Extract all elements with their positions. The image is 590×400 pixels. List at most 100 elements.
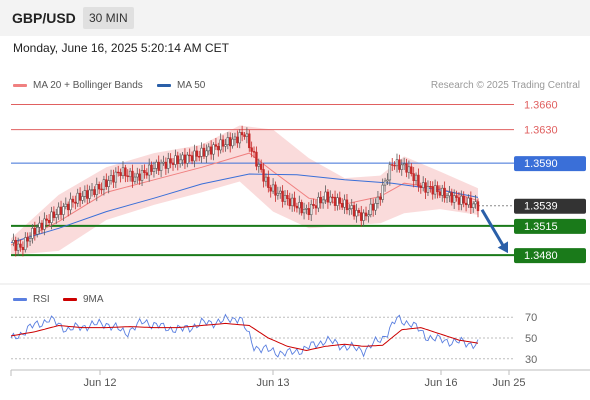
ma50-line — [10, 173, 479, 243]
candle-body — [200, 147, 203, 157]
candle-body — [262, 169, 265, 182]
candle-body — [12, 239, 15, 243]
candle-body — [217, 146, 220, 151]
level-tag-1.3539 — [514, 198, 586, 214]
candle-body — [438, 191, 442, 196]
candle-body — [140, 170, 144, 181]
candle-body — [476, 201, 480, 212]
rsi-tick-label: 30 — [525, 354, 537, 366]
candle-body — [298, 202, 301, 209]
candle-body — [352, 205, 356, 217]
candle-body — [105, 179, 108, 187]
candle-body — [88, 189, 91, 199]
candle-body — [174, 155, 177, 165]
candle-body — [381, 184, 384, 200]
candle-body — [193, 150, 196, 162]
level-label-1.3515: 1.3515 — [524, 221, 558, 233]
candle-body — [383, 180, 387, 186]
candle-body — [81, 196, 84, 201]
candle-body — [319, 196, 322, 204]
candle-body — [333, 196, 337, 206]
candle-body — [290, 197, 294, 207]
candle-body — [350, 205, 353, 209]
candle-body — [250, 147, 253, 152]
candle-body — [112, 175, 115, 183]
candle-body — [183, 154, 187, 164]
symbol-title: GBP/USD — [12, 10, 76, 26]
candle-body — [202, 147, 206, 157]
candle-body — [143, 170, 146, 173]
candle-body — [55, 214, 58, 218]
candle-body — [443, 187, 446, 199]
candle-body — [245, 133, 249, 137]
candle-body — [97, 184, 101, 190]
candle-body — [369, 203, 372, 215]
candle-body — [36, 226, 39, 235]
legend-ma-bb-swatch — [13, 83, 27, 87]
candle-body — [145, 172, 149, 176]
candle-body — [324, 191, 327, 201]
interval-button[interactable]: 30 MIN — [83, 7, 134, 29]
candle-body — [445, 195, 449, 199]
candle-body — [214, 144, 218, 147]
candle-body — [310, 204, 313, 216]
candle-body — [147, 164, 151, 176]
candle-body — [398, 159, 401, 170]
candle-body — [16, 243, 20, 251]
candle-body — [464, 202, 468, 206]
candle-body — [302, 209, 306, 214]
candle-body — [212, 144, 215, 155]
candle-body — [119, 172, 122, 177]
candle-body — [59, 206, 63, 215]
candle-body — [138, 173, 141, 181]
candle-body — [33, 227, 37, 235]
candle-body — [300, 202, 303, 214]
candle-body — [460, 195, 463, 205]
candle-body — [38, 222, 41, 228]
level-label-1.3539: 1.3539 — [524, 201, 558, 213]
candle-body — [52, 211, 56, 218]
candle-body — [114, 171, 118, 183]
legend-9ma: 9MA — [63, 294, 104, 305]
candle-body — [28, 238, 32, 242]
candle-body — [243, 134, 246, 137]
candle-body — [95, 184, 98, 195]
candle-body — [178, 159, 182, 164]
candle-body — [226, 137, 230, 146]
candle-body — [448, 192, 451, 197]
candle-body — [107, 180, 110, 187]
candle-body — [276, 192, 280, 196]
candle-body — [69, 198, 72, 211]
candle-body — [50, 211, 53, 223]
candle-body — [167, 158, 170, 169]
candle-body — [83, 190, 87, 197]
legend-9ma-label: 9MA — [83, 294, 104, 305]
candle-body — [421, 182, 425, 189]
candle-body — [176, 155, 179, 164]
candle-body — [376, 196, 380, 204]
candle-body — [162, 161, 165, 164]
candle-body — [417, 174, 420, 187]
level-tag-1.3515 — [514, 218, 586, 234]
time-axis-label: Jun 16 — [424, 377, 457, 389]
projection-arrow-head — [497, 241, 509, 254]
candle-body — [159, 162, 163, 171]
candle-body — [364, 212, 368, 217]
candle-body — [43, 218, 46, 230]
bollinger-band — [11, 125, 478, 256]
candle-body — [117, 171, 120, 174]
candle-body — [419, 185, 423, 189]
candle-body — [414, 174, 418, 181]
candle-body — [371, 203, 375, 211]
candle-body — [264, 176, 268, 182]
candle-body — [281, 190, 284, 202]
candle-body — [288, 198, 291, 207]
candle-body — [462, 195, 465, 204]
candle-body — [24, 237, 27, 251]
candle-body — [198, 156, 201, 158]
candle-body — [181, 154, 184, 161]
candle-body — [367, 214, 370, 217]
candle-body — [340, 203, 344, 208]
candle-body — [74, 201, 77, 204]
candle-body — [452, 195, 456, 203]
